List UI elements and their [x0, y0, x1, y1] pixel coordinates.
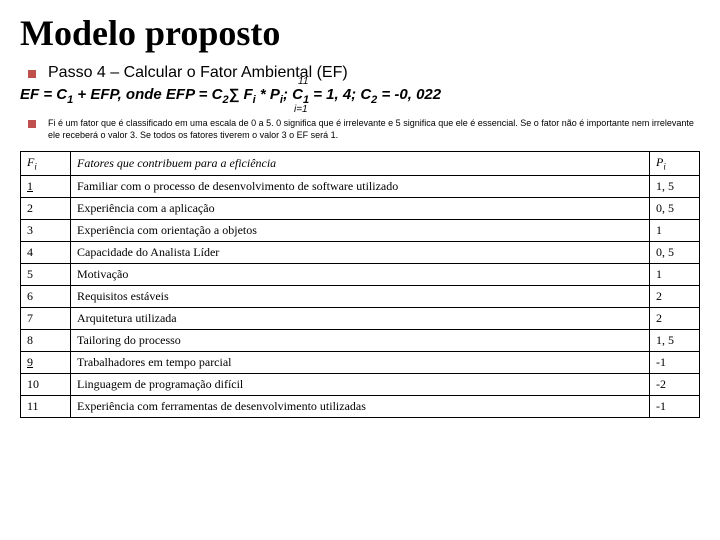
- cell-desc: Trabalhadores em tempo parcial: [71, 351, 650, 373]
- cell-desc: Linguagem de programação difícil: [71, 373, 650, 395]
- cell-pi: 1, 5: [650, 175, 700, 197]
- cell-pi: 0, 5: [650, 241, 700, 263]
- cell-desc: Experiência com orientação a objetos: [71, 219, 650, 241]
- cell-desc: Arquitetura utilizada: [71, 307, 650, 329]
- table-row: 3Experiência com orientação a objetos1: [21, 219, 700, 241]
- cell-desc: Motivação: [71, 263, 650, 285]
- formula-text: EF = C1 + EFP, onde EFP = C2∑ Fi * Pi; C…: [20, 86, 700, 106]
- cell-pi: 1, 5: [650, 329, 700, 351]
- cell-fi: 2: [21, 197, 71, 219]
- table-header-row: Fi Fatores que contribuem para a eficiên…: [21, 152, 700, 175]
- sum-upper: 11: [298, 76, 308, 87]
- table-row: 2Experiência com a aplicação0, 5: [21, 197, 700, 219]
- cell-pi: 2: [650, 285, 700, 307]
- cell-desc: Experiência com ferramentas de desenvolv…: [71, 395, 650, 417]
- bullet-step4: Passo 4 – Calcular o Fator Ambiental (EF…: [28, 64, 700, 82]
- table-row: 4Capacidade do Analista Líder0, 5: [21, 241, 700, 263]
- cell-fi: 3: [21, 219, 71, 241]
- bullet-icon: [28, 120, 36, 128]
- factors-table: Fi Fatores que contribuem para a eficiên…: [20, 151, 700, 417]
- cell-desc: Familiar com o processo de desenvolvimen…: [71, 175, 650, 197]
- bullet-icon: [28, 70, 36, 78]
- formula-block: 11 EF = C1 + EFP, onde EFP = C2∑ Fi * Pi…: [20, 86, 700, 106]
- cell-fi: 6: [21, 285, 71, 307]
- cell-fi: 1: [21, 175, 71, 197]
- cell-pi: -1: [650, 351, 700, 373]
- header-pi: Pi: [650, 152, 700, 175]
- cell-desc: Experiência com a aplicação: [71, 197, 650, 219]
- cell-pi: -1: [650, 395, 700, 417]
- cell-pi: -2: [650, 373, 700, 395]
- table-row: 9Trabalhadores em tempo parcial-1: [21, 351, 700, 373]
- cell-pi: 1: [650, 263, 700, 285]
- cell-fi: 5: [21, 263, 71, 285]
- header-fi: Fi: [21, 152, 71, 175]
- table-row: 11Experiência com ferramentas de desenvo…: [21, 395, 700, 417]
- slide-title: Modelo proposto: [20, 12, 700, 54]
- cell-fi: 4: [21, 241, 71, 263]
- note-text: Fi é um fator que é classificado em uma …: [48, 118, 700, 141]
- cell-desc: Requisitos estáveis: [71, 285, 650, 307]
- table-row: 10Linguagem de programação difícil-2: [21, 373, 700, 395]
- cell-desc: Tailoring do processo: [71, 329, 650, 351]
- sum-lower: i=1: [294, 104, 308, 115]
- table-row: 1Familiar com o processo de desenvolvime…: [21, 175, 700, 197]
- header-desc: Fatores que contribuem para a eficiência: [71, 152, 650, 175]
- cell-fi: 10: [21, 373, 71, 395]
- table-row: 8Tailoring do processo1, 5: [21, 329, 700, 351]
- table-row: 7Arquitetura utilizada2: [21, 307, 700, 329]
- cell-fi: 8: [21, 329, 71, 351]
- cell-fi: 11: [21, 395, 71, 417]
- cell-desc: Capacidade do Analista Líder: [71, 241, 650, 263]
- cell-fi: 7: [21, 307, 71, 329]
- cell-pi: 2: [650, 307, 700, 329]
- bullet-note: Fi é um fator que é classificado em uma …: [28, 118, 700, 141]
- cell-pi: 1: [650, 219, 700, 241]
- table-row: 5Motivação1: [21, 263, 700, 285]
- cell-pi: 0, 5: [650, 197, 700, 219]
- table-row: 6Requisitos estáveis2: [21, 285, 700, 307]
- cell-fi: 9: [21, 351, 71, 373]
